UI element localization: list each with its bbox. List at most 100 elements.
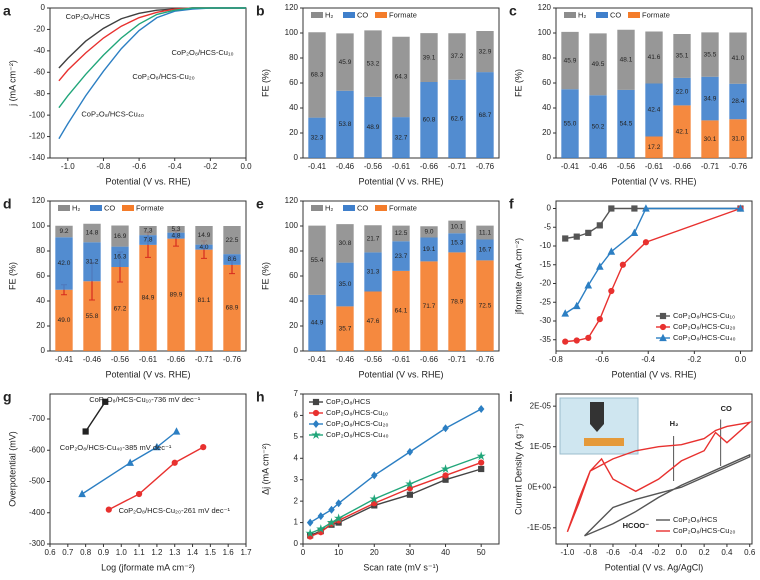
- legend-swatch: [122, 205, 134, 211]
- panel-letter: f: [509, 196, 514, 212]
- y-tick-label: 2: [294, 496, 299, 505]
- marker: [312, 420, 320, 428]
- value-label: 28.4: [732, 98, 745, 105]
- x-tick-label: -0.71: [701, 162, 720, 171]
- marker: [596, 316, 603, 323]
- y-tick-label: 5: [294, 432, 299, 441]
- value-label: 42.1: [676, 128, 689, 135]
- legend-label: H₂: [325, 203, 333, 212]
- bar-segment: [139, 244, 157, 351]
- curve-label: CoP₂O₈/HCS-Cu₄₀: [81, 109, 144, 118]
- value-label: 68.9: [226, 305, 239, 312]
- curve-label: CoP₂O₈/HCS-Cu₂₀: [132, 72, 194, 81]
- bar-segment: [139, 235, 157, 245]
- bar-segment: [448, 220, 466, 234]
- series-line: [58, 7, 246, 140]
- x-tick-label: -0.56: [111, 355, 130, 364]
- marker: [561, 309, 570, 317]
- legend-label: Formate: [136, 203, 164, 212]
- value-label: 55.4: [311, 257, 324, 264]
- legend-label: H₂: [72, 203, 80, 212]
- marker: [631, 205, 638, 212]
- value-label: 64.3: [395, 74, 408, 81]
- legend-label: Formate: [642, 10, 670, 19]
- bar-segment: [308, 225, 326, 295]
- y-tick-label: -1E-05: [527, 523, 552, 532]
- y-tick-label: 80: [289, 246, 298, 255]
- value-label: 21.7: [367, 236, 380, 243]
- x-tick-label: 0.2: [699, 548, 711, 557]
- bar-segment: [392, 36, 410, 118]
- bar-segment: [55, 289, 73, 351]
- x-tick-label: -0.6: [132, 162, 146, 171]
- x-axis-title: Potential (V vs. RHE): [611, 369, 696, 379]
- bar-segment: [392, 270, 410, 351]
- y-tick-label: -30: [539, 316, 551, 325]
- legend-swatch: [343, 12, 355, 18]
- y-tick-label: -20: [33, 25, 45, 34]
- x-tick-label: -0.4: [168, 162, 182, 171]
- value-label: 35.7: [339, 325, 352, 332]
- marker: [659, 323, 667, 331]
- x-tick-label: 40: [441, 548, 450, 557]
- marker: [585, 229, 592, 236]
- x-tick-label: -0.66: [420, 355, 439, 364]
- value-label: 32.3: [311, 135, 324, 142]
- value-label: 16.7: [479, 247, 492, 254]
- legend-swatch: [564, 12, 576, 18]
- y-tick-label: 100: [285, 221, 299, 230]
- value-label: 12.5: [395, 230, 408, 237]
- x-tick-label: -0.46: [83, 355, 102, 364]
- marker: [596, 222, 603, 229]
- series-line: [564, 207, 741, 315]
- bar-segment: [673, 77, 691, 106]
- value-label: 8.6: [227, 256, 236, 263]
- bar-segment: [617, 29, 635, 90]
- marker: [736, 204, 745, 212]
- bar-segment: [364, 96, 382, 158]
- x-tick-label: -0.41: [55, 355, 74, 364]
- legend-label: CO: [357, 203, 368, 212]
- y-tick-label: 120: [32, 196, 46, 205]
- marker: [171, 459, 178, 466]
- value-label: 4.8: [171, 232, 180, 239]
- value-label: 9.0: [424, 229, 433, 236]
- y-tick-label: 100: [285, 28, 299, 37]
- bar-segment: [476, 260, 494, 351]
- value-label: 47.6: [367, 318, 380, 325]
- value-label: 54.5: [620, 121, 633, 128]
- legend-swatch: [343, 205, 355, 211]
- bar-segment: [589, 33, 607, 96]
- panel-letter: i: [509, 389, 513, 405]
- y-tick-label: -15: [539, 260, 551, 269]
- y-tick-label: -600: [29, 445, 46, 454]
- series-line: [565, 207, 741, 240]
- value-label: 37.2: [451, 53, 464, 60]
- bar-segment: [392, 117, 410, 158]
- marker: [135, 490, 143, 498]
- value-label: 35.0: [339, 281, 352, 288]
- x-tick-label: -0.2: [652, 548, 666, 557]
- y-tick-label: 40: [36, 296, 45, 305]
- bar-segment: [420, 33, 438, 82]
- value-label: 64.1: [395, 308, 408, 315]
- bar-segment: [83, 242, 101, 282]
- bar-segment: [167, 226, 185, 233]
- value-label: 42.4: [648, 107, 661, 114]
- x-tick-label: 0.6: [44, 548, 56, 557]
- legend-label: Formate: [389, 10, 417, 19]
- annotation: CoP₂O₈/HCS-Cu₁₀-736 mV dec⁻¹: [89, 395, 201, 404]
- bar-segment: [308, 294, 326, 351]
- value-label: 9.2: [59, 228, 68, 235]
- value-label: 22.0: [676, 88, 689, 95]
- bar-segment: [336, 224, 354, 263]
- y-tick-label: -140: [29, 153, 46, 162]
- y-tick-label: -20: [539, 279, 551, 288]
- bar-segment: [364, 225, 382, 253]
- bar-segment: [561, 31, 579, 90]
- y-tick-label: 3: [294, 475, 299, 484]
- x-axis-title: Potential (V vs. RHE): [105, 176, 190, 186]
- value-label: 68.7: [479, 112, 492, 119]
- y-tick-label: 40: [542, 103, 551, 112]
